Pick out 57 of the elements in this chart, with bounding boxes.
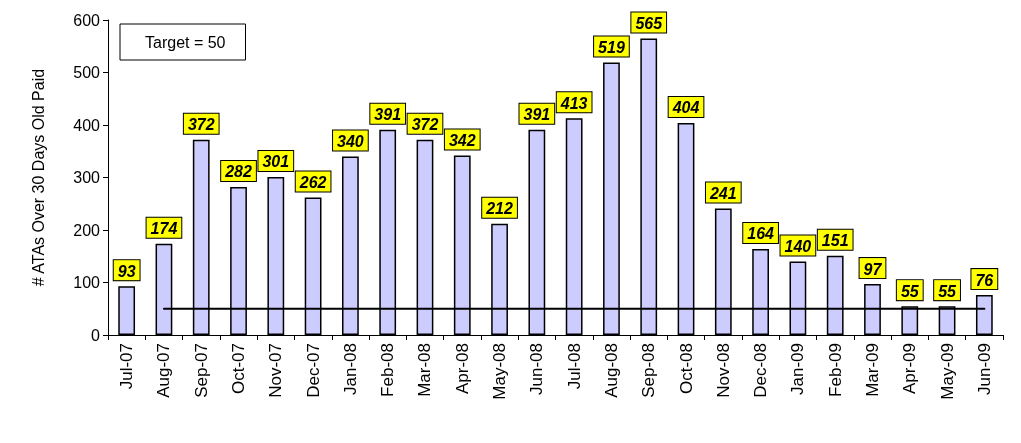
data-label: 164 [747,225,775,243]
x-tick-label: Jun-09 [974,343,994,395]
data-label: 519 [598,39,625,57]
y-tick-label: 600 [73,11,101,29]
x-tick-label: Oct-07 [229,343,249,395]
y-tick-label: 400 [73,116,101,134]
data-label: 391 [374,106,402,124]
x-tick-label: Apr-08 [452,343,472,395]
x-tick-label: Feb-08 [378,343,398,397]
data-label: 140 [784,238,812,255]
data-label: 151 [821,232,849,250]
data-label: 76 [975,271,994,289]
y-axis-title: # ATAs Over 30 Days Old Paid [29,68,47,287]
data-label: 404 [671,99,700,117]
x-tick-label: Jul-08 [564,343,584,390]
x-tick-label: Jun-08 [527,343,547,395]
data-label: 212 [485,200,514,218]
x-tick-label: Nov-07 [266,343,286,398]
data-label: 241 [708,184,737,202]
x-tick-label: May-08 [490,343,510,400]
data-label: 97 [863,260,883,278]
x-tick-label: Feb-09 [825,343,845,397]
x-tick-label: Apr-09 [900,343,920,395]
x-tick-label: May-09 [937,343,957,400]
data-label: 301 [262,153,290,171]
y-tick-label: 0 [91,326,101,344]
data-label: 174 [150,220,178,238]
x-tick-label: Jul-07 [117,343,137,390]
data-label: 391 [523,106,551,124]
x-tick-label: Mar-08 [415,343,435,397]
x-tick-label: Nov-08 [713,343,733,398]
data-label: 55 [938,282,958,300]
data-label: 372 [187,116,215,134]
x-tick-label: Sep-07 [191,343,211,398]
x-tick-label: Dec-08 [751,343,771,398]
data-label: 340 [337,133,364,150]
data-label: 55 [900,282,920,300]
y-tick-label: 500 [73,64,101,81]
x-tick-label: Aug-08 [601,343,621,398]
data-label: 93 [117,262,136,280]
data-label: 565 [635,14,664,32]
text: Target = 50 [145,33,226,51]
y-tick-label: 300 [73,169,101,186]
data-label: 372 [411,116,439,134]
x-tick-label: Jan-08 [340,343,360,395]
data-label: 262 [298,173,327,191]
data-label: 413 [559,94,588,112]
x-tick-label: Oct-08 [676,343,696,395]
data-label: 282 [224,163,252,181]
x-tick-label: Sep-08 [639,343,659,398]
x-tick-label: Aug-07 [154,343,174,398]
x-tick-label: Dec-07 [303,343,323,398]
data-label: 342 [448,131,476,149]
x-tick-label: Jan-09 [788,343,808,395]
y-tick-label: 200 [73,221,101,239]
y-tick-label: 100 [73,274,101,291]
x-tick-label: Mar-09 [862,343,882,397]
